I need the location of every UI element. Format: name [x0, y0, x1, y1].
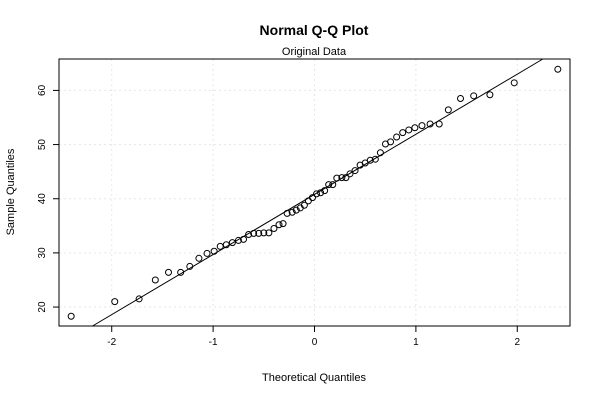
x-axis-label: Theoretical Quantiles: [262, 372, 366, 384]
data-point: [292, 206, 300, 214]
data-point: [279, 220, 287, 228]
data-point: [270, 225, 278, 233]
y-tick-label: 30: [37, 247, 48, 259]
grid: [59, 59, 570, 326]
data-point: [245, 230, 253, 238]
x-tick-label: -2: [107, 337, 116, 348]
y-tick-label: 40: [37, 193, 48, 205]
data-point: [228, 239, 236, 247]
data-point: [300, 201, 308, 209]
data-point: [387, 138, 395, 146]
x-tick-label: 0: [312, 337, 318, 348]
data-point: [177, 268, 185, 276]
data-point: [234, 236, 242, 244]
y-tick-label: 60: [37, 84, 48, 96]
data-point: [304, 197, 312, 205]
data-point: [411, 124, 419, 132]
data-point: [317, 189, 325, 197]
data-point: [210, 247, 218, 255]
y-axis: 20 30 40 50 60: [37, 84, 59, 313]
x-tick-label: 1: [413, 337, 419, 348]
data-point: [418, 122, 426, 130]
data-point: [342, 174, 350, 182]
data-point: [329, 181, 337, 189]
data-point: [405, 126, 413, 134]
points-layer: [67, 65, 562, 320]
data-point: [325, 181, 333, 189]
data-point: [486, 91, 494, 99]
data-point: [203, 249, 211, 257]
data-point: [554, 65, 562, 73]
data-point: [111, 298, 119, 306]
data-point: [470, 92, 478, 100]
data-point: [288, 208, 296, 216]
data-point: [338, 174, 346, 182]
data-point: [399, 129, 407, 137]
data-point: [435, 120, 443, 128]
data-point: [67, 312, 75, 320]
data-point: [313, 190, 321, 198]
data-point: [195, 254, 203, 262]
data-point: [222, 241, 230, 249]
data-point: [165, 268, 172, 276]
data-point: [457, 95, 464, 103]
data-point: [426, 120, 434, 128]
data-point: [260, 229, 268, 237]
data-point: [135, 295, 143, 303]
data-point: [333, 174, 341, 182]
data-point: [283, 209, 291, 217]
data-point: [510, 79, 518, 87]
data-point: [151, 276, 159, 284]
data-point: [346, 170, 354, 178]
data-point: [351, 167, 359, 175]
x-tick-label: -1: [209, 337, 218, 348]
data-point: [275, 221, 283, 229]
x-axis: -2 -1 0 1 2: [107, 326, 520, 348]
data-point: [240, 235, 248, 243]
data-point: [393, 133, 401, 141]
x-tick-label: 2: [514, 337, 520, 348]
y-tick-label: 20: [37, 301, 48, 313]
data-point: [216, 242, 224, 250]
data-point: [366, 156, 374, 164]
data-point: [265, 229, 273, 237]
data-point: [255, 229, 263, 237]
y-tick-label: 50: [37, 139, 48, 151]
chart-subtitle: Original Data: [282, 46, 347, 58]
data-point: [444, 106, 452, 114]
chart-title: Normal Q-Q Plot: [260, 22, 369, 38]
y-axis-label: Sample Quantiles: [5, 148, 17, 235]
data-point: [186, 262, 194, 270]
data-point: [371, 155, 379, 163]
data-point: [250, 229, 258, 237]
data-point: [308, 194, 316, 202]
data-point: [376, 149, 384, 157]
data-point: [321, 187, 329, 195]
